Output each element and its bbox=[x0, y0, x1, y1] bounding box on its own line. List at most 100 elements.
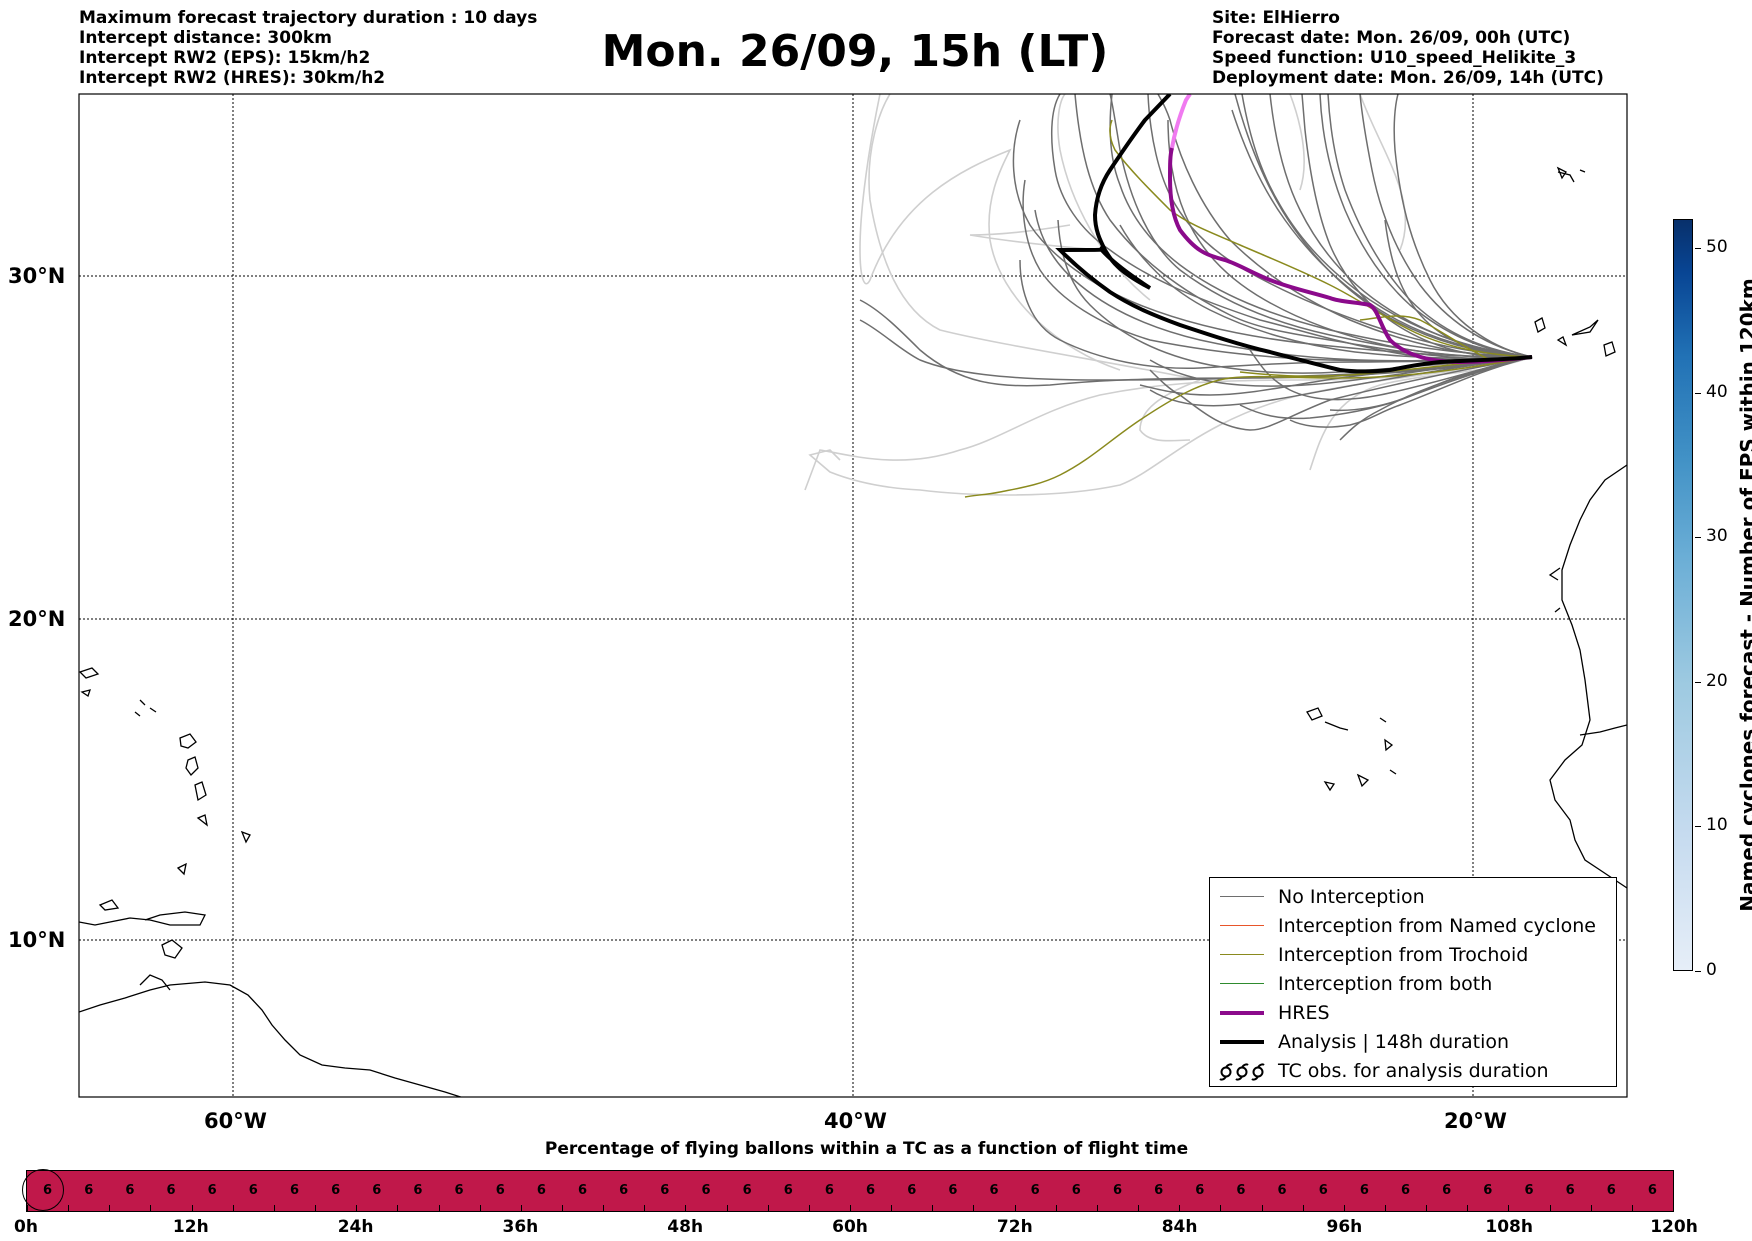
colorbar-tick-label: 10 bbox=[1706, 815, 1728, 836]
timebar-tick bbox=[767, 1205, 769, 1211]
timebar-tick bbox=[1220, 1205, 1222, 1211]
timebar-cell: 6 bbox=[1400, 1183, 1411, 1198]
timebar-tick bbox=[356, 1205, 358, 1211]
timebar-tick bbox=[1302, 1205, 1304, 1211]
timebar-tick bbox=[1096, 1205, 1098, 1211]
timebar-time-label: 24h bbox=[337, 1217, 374, 1237]
trajectory-gray bbox=[1157, 94, 1533, 358]
timebar-time-label: 108h bbox=[1485, 1217, 1533, 1237]
timebar-tick bbox=[315, 1205, 317, 1211]
legend-swatch bbox=[1220, 982, 1264, 984]
timebar-current-marker bbox=[22, 1169, 64, 1211]
timebar-cell: 6 bbox=[660, 1183, 670, 1198]
timebar-cell: 6 bbox=[1236, 1183, 1246, 1198]
timebar-cell: 6 bbox=[1483, 1183, 1493, 1198]
timebar-tick bbox=[1631, 1205, 1633, 1211]
trajectory-gray bbox=[1359, 94, 1533, 358]
legend-label: Interception from both bbox=[1278, 972, 1493, 995]
lon-label-40w: 40°W bbox=[824, 1109, 887, 1133]
gridlines bbox=[79, 94, 1627, 1097]
trajectory-hres-light bbox=[1170, 94, 1192, 149]
caribbean-island-8 bbox=[240, 830, 251, 844]
timebar-tick bbox=[1055, 1205, 1057, 1211]
timebar-tick bbox=[109, 1205, 111, 1211]
caribbean-island-3 bbox=[179, 733, 197, 749]
colorbar-tick bbox=[1695, 826, 1701, 828]
legend: No Interception Interception from Named … bbox=[1209, 877, 1617, 1087]
timebar-cell: 6 bbox=[701, 1183, 711, 1198]
colorbar-tick-label: 30 bbox=[1706, 526, 1728, 547]
timebar-title: Percentage of flying ballons within a TC… bbox=[544, 1139, 1189, 1159]
timebar-tick bbox=[1261, 1205, 1263, 1211]
timebar-tick bbox=[1508, 1205, 1510, 1211]
caribbean-island-6 bbox=[196, 814, 208, 827]
timebar-cell: 6 bbox=[125, 1183, 135, 1198]
coast-south-america bbox=[79, 981, 463, 1097]
forecast-date-text: Forecast date: Mon. 26/09, 00h (UTC) bbox=[1212, 28, 1571, 48]
legend-item-both: Interception from both bbox=[1210, 969, 1616, 998]
timebar-cell: 6 bbox=[1154, 1183, 1164, 1198]
colorbar-tick bbox=[1695, 971, 1701, 972]
intercept-hres-text: Intercept RW2 (HRES): 30km/h2 bbox=[79, 68, 386, 88]
lon-label-20w: 20°W bbox=[1444, 1109, 1507, 1133]
legend-swatch bbox=[1220, 953, 1264, 955]
timebar-cell: 6 bbox=[619, 1183, 629, 1198]
lon-label-60w: 60°W bbox=[204, 1109, 267, 1133]
colorbar bbox=[1673, 219, 1693, 971]
timebar-tick bbox=[808, 1205, 810, 1211]
trajectory-gray bbox=[1109, 94, 1533, 358]
legend-swatch bbox=[1220, 895, 1264, 897]
trajectory-gray bbox=[1329, 356, 1533, 412]
legend-item-trochoid: Interception from Trochoid bbox=[1210, 940, 1616, 969]
timebar-tick bbox=[932, 1205, 934, 1211]
timebar-cell: 6 bbox=[413, 1183, 423, 1198]
coast-central-america bbox=[79, 911, 206, 926]
timebar-cell: 6 bbox=[1195, 1183, 1205, 1198]
deployment-date-text: Deployment date: Mon. 26/09, 14h (UTC) bbox=[1212, 68, 1604, 88]
lat-label-10n: 10°N bbox=[8, 928, 66, 952]
colorbar-tick bbox=[1695, 247, 1701, 249]
timebar-cell: 6 bbox=[207, 1183, 217, 1198]
map-frame bbox=[78, 93, 1628, 1098]
speed-function-text: Speed function: U10_speed_Helikite_3 bbox=[1212, 48, 1577, 68]
timebar-tick bbox=[1384, 1205, 1386, 1211]
timebar-cell: 6 bbox=[372, 1183, 382, 1198]
timebar-tick bbox=[438, 1205, 440, 1211]
timebar-tick bbox=[644, 1205, 646, 1211]
timebar-cell: 6 bbox=[1277, 1183, 1287, 1198]
timebar-cell: 6 bbox=[866, 1183, 876, 1198]
max-duration-text: Maximum forecast trajectory duration : 1… bbox=[79, 8, 538, 28]
trajectory-light bbox=[859, 94, 1121, 371]
coast-africa bbox=[1549, 464, 1627, 889]
timebar-time-label: 0h bbox=[14, 1217, 38, 1237]
caribbean-island-7 bbox=[176, 862, 187, 876]
caribbean-island-5 bbox=[194, 781, 207, 802]
trajectory-light bbox=[804, 356, 1533, 491]
caribbean-island-2 bbox=[80, 689, 91, 698]
intercept-distance-text: Intercept distance: 300km bbox=[79, 28, 332, 48]
coastlines bbox=[79, 166, 1627, 1097]
colorbar-title: Named cyclones forecast - Number of EPS … bbox=[1736, 278, 1752, 912]
trajectory-trochoid bbox=[964, 356, 1533, 498]
timebar-tick bbox=[603, 1205, 605, 1211]
colorbar-tick-label: 20 bbox=[1706, 670, 1728, 691]
timebar-cell: 6 bbox=[989, 1183, 999, 1198]
timebar-cell: 6 bbox=[1112, 1183, 1122, 1198]
timebar-tick bbox=[520, 1205, 522, 1211]
caribbean-island-4 bbox=[185, 756, 199, 777]
colorbar-tick bbox=[1695, 392, 1701, 394]
timebar-tick bbox=[685, 1205, 687, 1211]
timebar-cell: 6 bbox=[1565, 1183, 1575, 1198]
trajectory-light bbox=[969, 224, 1101, 251]
timebar-cell: 6 bbox=[536, 1183, 546, 1198]
trajectory-gray bbox=[1393, 94, 1533, 358]
timebar-tick bbox=[232, 1205, 234, 1211]
trajectory-gray bbox=[1149, 356, 1533, 431]
timebar-cell: 6 bbox=[1647, 1183, 1657, 1198]
legend-swatch bbox=[1220, 924, 1264, 926]
timebar-tick bbox=[1426, 1205, 1428, 1211]
timebar-cell: 6 bbox=[783, 1183, 793, 1198]
trajectory-light bbox=[868, 94, 1201, 381]
header-left-info: Maximum forecast trajectory duration : 1… bbox=[79, 8, 537, 88]
